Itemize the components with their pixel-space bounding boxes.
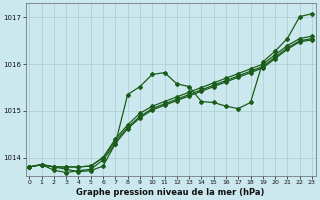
X-axis label: Graphe pression niveau de la mer (hPa): Graphe pression niveau de la mer (hPa) <box>76 188 265 197</box>
